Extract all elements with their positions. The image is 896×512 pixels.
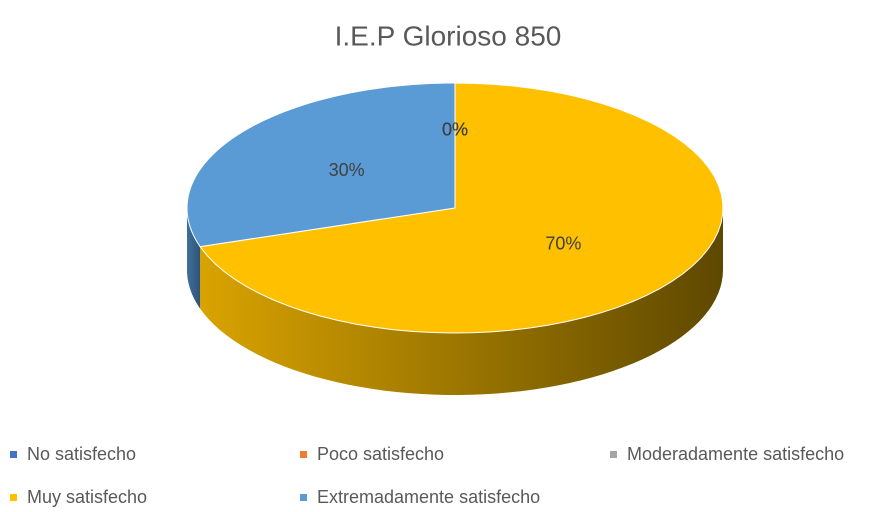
legend-marker xyxy=(10,494,17,501)
legend-label: Poco satisfecho xyxy=(317,444,444,464)
legend-label: No satisfecho xyxy=(27,444,136,464)
legend-label: Muy satisfecho xyxy=(27,487,147,507)
legend-label: Moderadamente satisfecho xyxy=(627,444,844,464)
data-label: 0% xyxy=(442,119,468,139)
data-label: 70% xyxy=(545,233,581,253)
legend-marker xyxy=(610,451,617,458)
data-label: 0% xyxy=(442,119,468,139)
slice-side xyxy=(187,208,201,309)
slice-side xyxy=(200,208,724,395)
data-label: 30% xyxy=(329,160,365,180)
legend-marker xyxy=(300,451,307,458)
data-label: 0% xyxy=(442,119,468,139)
slice xyxy=(186,82,456,248)
legend-marker xyxy=(10,451,17,458)
legend-marker xyxy=(300,494,307,501)
chart-title: I.E.P Glorioso 850 xyxy=(335,20,562,51)
slice xyxy=(199,82,724,334)
legend-label: Extremadamente satisfecho xyxy=(317,487,540,507)
